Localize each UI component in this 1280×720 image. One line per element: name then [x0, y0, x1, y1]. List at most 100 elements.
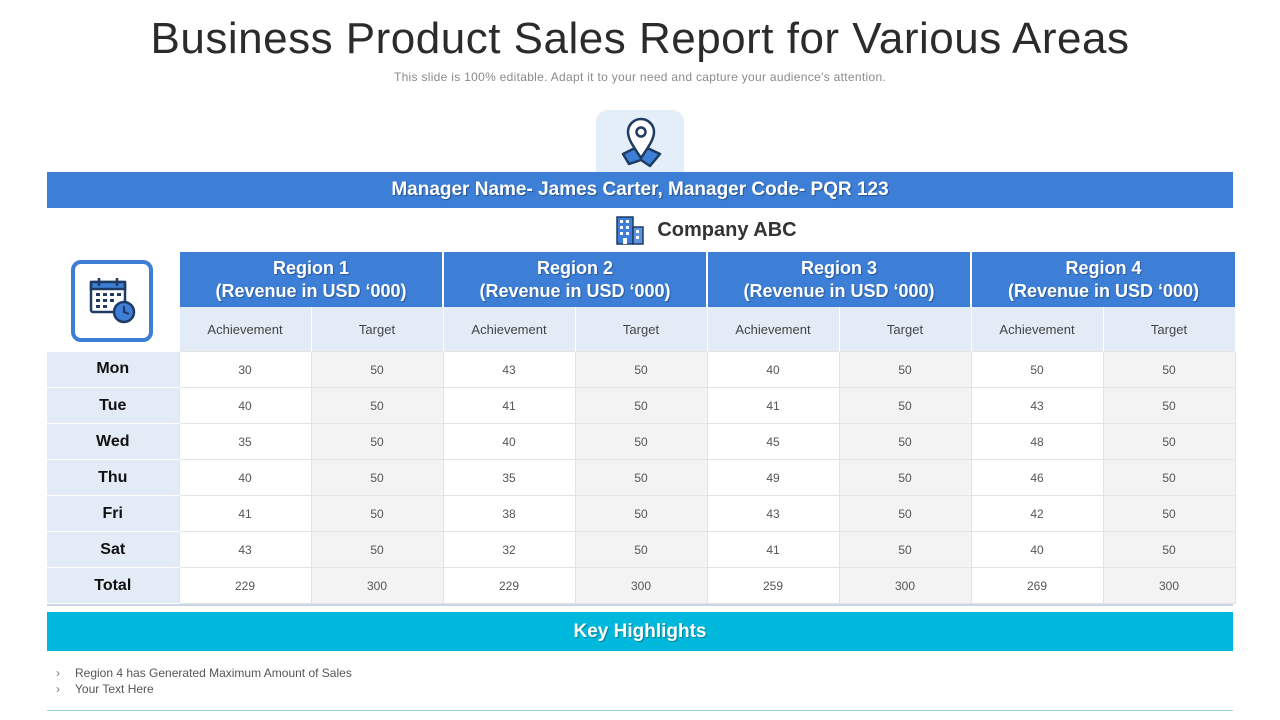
achievement-cell: 48 [970, 423, 1104, 460]
achievement-cell: 30 [178, 351, 312, 388]
target-cell: 50 [574, 459, 708, 496]
achievement-cell: 35 [442, 459, 576, 496]
target-cell: 50 [574, 387, 708, 424]
achievement-cell: 259 [706, 567, 840, 604]
target-cell: 50 [310, 351, 444, 388]
target-cell: 50 [838, 423, 972, 460]
target-cell: 50 [838, 351, 972, 388]
achievement-header: Achievement [442, 307, 576, 352]
target-cell: 50 [838, 459, 972, 496]
achievement-cell: 41 [706, 531, 840, 568]
target-cell: 50 [310, 495, 444, 532]
achievement-cell: 229 [442, 567, 576, 604]
achievement-cell: 40 [706, 351, 840, 388]
table-body: Mon 30 50 43 50 40 50 50 50 Tue 40 50 41 50 41 50 43 50 We… [47, 351, 1236, 604]
bullet-arrow-icon: › [56, 666, 60, 680]
target-cell: 50 [1102, 495, 1236, 532]
achievement-cell: 50 [970, 351, 1104, 388]
target-header: Target [574, 307, 708, 352]
row-label: Thu [47, 459, 179, 496]
target-cell: 50 [1102, 387, 1236, 424]
region-header: Region 1 (Revenue in USD ‘000) [178, 252, 443, 307]
table-row: Wed 35 50 40 50 45 50 48 50 [47, 423, 1236, 460]
row-label: Sat [47, 531, 179, 568]
target-cell: 50 [574, 423, 708, 460]
achievement-cell: 229 [178, 567, 312, 604]
target-cell: 300 [574, 567, 708, 604]
table-row: Thu 40 50 35 50 49 50 46 50 [47, 459, 1236, 496]
achievement-cell: 43 [970, 387, 1104, 424]
achievement-header: Achievement [706, 307, 840, 352]
highlights-list: › Region 4 has Generated Maximum Amount o… [56, 665, 352, 697]
row-label: Tue [47, 387, 179, 424]
target-cell: 50 [310, 531, 444, 568]
achievement-cell: 41 [178, 495, 312, 532]
table-row: Sat 43 50 32 50 41 50 40 50 [47, 531, 1236, 568]
calendar-clock-icon [89, 278, 136, 324]
target-cell: 50 [838, 495, 972, 532]
target-cell: 50 [838, 531, 972, 568]
region-header: Region 3 (Revenue in USD ‘000) [706, 252, 971, 307]
row-label: Fri [47, 495, 179, 532]
table-row: Total 229 300 229 300 259 300 269 300 [47, 567, 1236, 604]
target-cell: 50 [574, 531, 708, 568]
target-cell: 300 [1102, 567, 1236, 604]
row-label: Total [47, 567, 179, 604]
achievement-cell: 43 [178, 531, 312, 568]
footer-divider [47, 710, 1233, 711]
list-item: › Your Text Here [56, 682, 154, 696]
key-highlights-banner: Key Highlights [47, 612, 1233, 651]
target-header: Target [310, 307, 444, 352]
table-row: Tue 40 50 41 50 41 50 43 50 [47, 387, 1236, 424]
target-cell: 50 [574, 495, 708, 532]
achievement-cell: 32 [442, 531, 576, 568]
achievement-cell: 35 [178, 423, 312, 460]
bullet-arrow-icon: › [56, 682, 60, 696]
target-cell: 50 [310, 423, 444, 460]
list-item: › Region 4 has Generated Maximum Amount o… [56, 666, 352, 680]
page-title: Business Product Sales Report for Variou… [150, 14, 1130, 63]
page-subtitle: This slide is 100% editable. Adapt it to… [393, 70, 887, 84]
achievement-cell: 41 [706, 387, 840, 424]
achievement-cell: 40 [178, 387, 312, 424]
target-cell: 300 [310, 567, 444, 604]
achievement-cell: 49 [706, 459, 840, 496]
region-header: Region 2 (Revenue in USD ‘000) [442, 252, 707, 307]
achievement-cell: 43 [442, 351, 576, 388]
achievement-cell: 41 [442, 387, 576, 424]
achievement-cell: 45 [706, 423, 840, 460]
achievement-cell: 40 [178, 459, 312, 496]
achievement-cell: 43 [706, 495, 840, 532]
target-cell: 50 [1102, 351, 1236, 388]
achievement-cell: 42 [970, 495, 1104, 532]
achievement-header: Achievement [178, 307, 312, 352]
building-icon [616, 216, 645, 245]
achievement-cell: 40 [442, 423, 576, 460]
achievement-cell: 46 [970, 459, 1104, 496]
row-label: Wed [47, 423, 179, 460]
table-row: Fri 41 50 38 50 43 50 42 50 [47, 495, 1236, 532]
target-cell: 50 [574, 351, 708, 388]
target-cell: 50 [1102, 423, 1236, 460]
row-label: Mon [47, 351, 179, 388]
target-cell: 50 [1102, 459, 1236, 496]
achievement-cell: 40 [970, 531, 1104, 568]
achievement-cell: 38 [442, 495, 576, 532]
achievement-cell: 269 [970, 567, 1104, 604]
sales-table: Region 1 (Revenue in USD ‘000) Region 2 (R… [47, 252, 1236, 604]
target-cell: 50 [838, 387, 972, 424]
target-cell: 50 [310, 387, 444, 424]
target-cell: 50 [310, 459, 444, 496]
calendar-badge [71, 260, 153, 342]
target-header: Target [1102, 307, 1236, 352]
manager-banner: Manager Name- James Carter, Manager Code… [47, 172, 1233, 208]
company-header: Company ABC [179, 208, 1233, 253]
location-pin-icon [621, 117, 662, 168]
location-badge [596, 110, 684, 172]
achievement-header: Achievement [970, 307, 1104, 352]
table-row: Mon 30 50 43 50 40 50 50 50 [47, 351, 1236, 388]
region-header: Region 4 (Revenue in USD ‘000) [970, 252, 1235, 307]
table-divider [47, 604, 1233, 606]
target-header: Target [838, 307, 972, 352]
target-cell: 50 [1102, 531, 1236, 568]
